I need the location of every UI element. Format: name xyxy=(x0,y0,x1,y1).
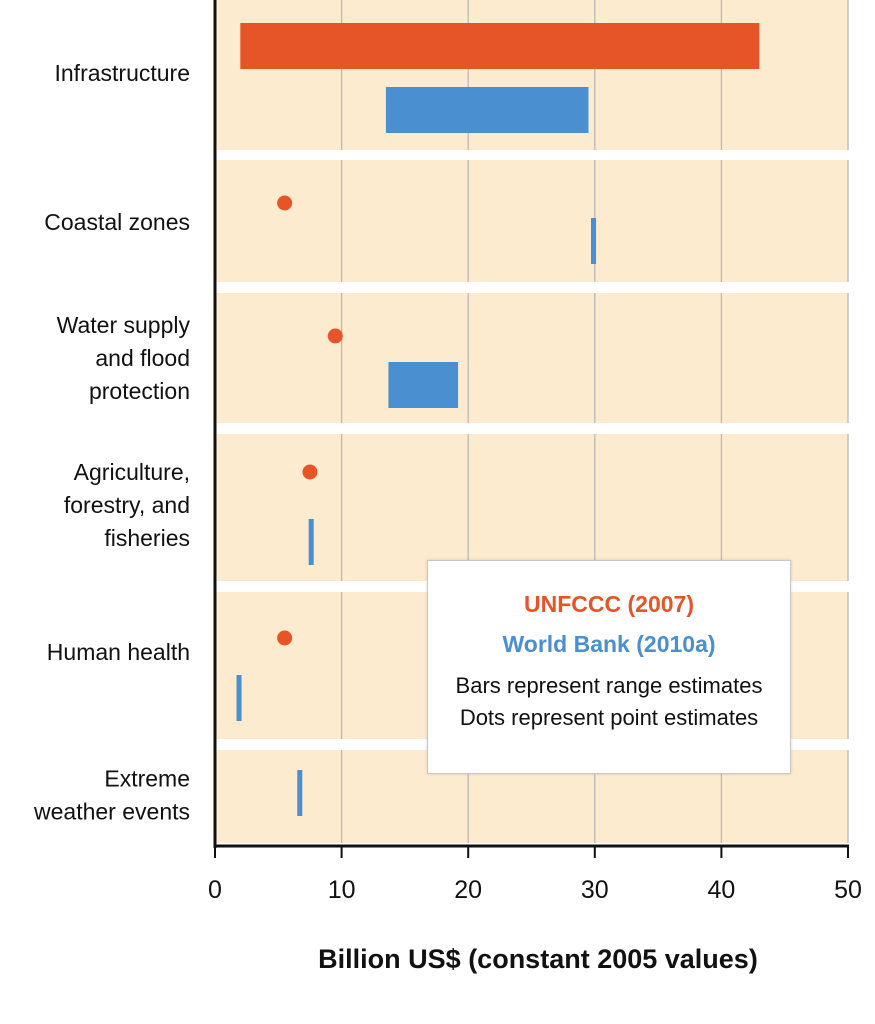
category-panel xyxy=(215,160,848,282)
x-tick-label: 30 xyxy=(581,876,609,904)
category-label: Coastal zones xyxy=(44,209,190,235)
legend: UNFCCC (2007) World Bank (2010a) Bars re… xyxy=(427,560,791,774)
category-label: fisheries xyxy=(104,525,190,551)
point-marker xyxy=(277,630,293,646)
point-marker xyxy=(302,464,318,480)
legend-note-dots: Dots represent point estimates xyxy=(459,705,759,730)
range-bar xyxy=(297,770,303,816)
category-label: forestry, and xyxy=(64,492,190,518)
x-axis-title: Billion US$ (constant 2005 values) xyxy=(318,944,758,974)
category-label: protection xyxy=(89,378,190,404)
range-bar xyxy=(385,87,589,133)
category-label: and flood xyxy=(95,345,190,371)
category-label: weather events xyxy=(33,799,190,825)
x-tick-label: 40 xyxy=(707,876,735,904)
category-label: Extreme xyxy=(104,766,190,792)
legend-series-world-bank: World Bank (2010a) xyxy=(502,631,716,657)
category-panel xyxy=(215,293,848,423)
range-bar xyxy=(240,23,760,69)
category-label: Water supply xyxy=(57,312,191,338)
legend-note-bars: Bars represent range estimates xyxy=(455,673,763,698)
category-label: Agriculture, xyxy=(74,459,190,485)
legend-series-unfccc: UNFCCC (2007) xyxy=(524,591,694,617)
x-tick-label: 10 xyxy=(328,876,356,904)
x-tick-label: 20 xyxy=(454,876,482,904)
range-bar xyxy=(388,362,459,408)
x-tick-label: 50 xyxy=(834,876,862,904)
range-bar xyxy=(236,675,242,721)
point-marker xyxy=(327,328,343,344)
category-label: Infrastructure xyxy=(55,60,191,86)
point-marker xyxy=(277,195,293,211)
range-bar xyxy=(591,218,597,264)
category-panel xyxy=(215,434,848,581)
range-bar xyxy=(308,519,314,565)
category-label: Human health xyxy=(47,639,190,665)
x-tick-label: 0 xyxy=(208,876,222,904)
